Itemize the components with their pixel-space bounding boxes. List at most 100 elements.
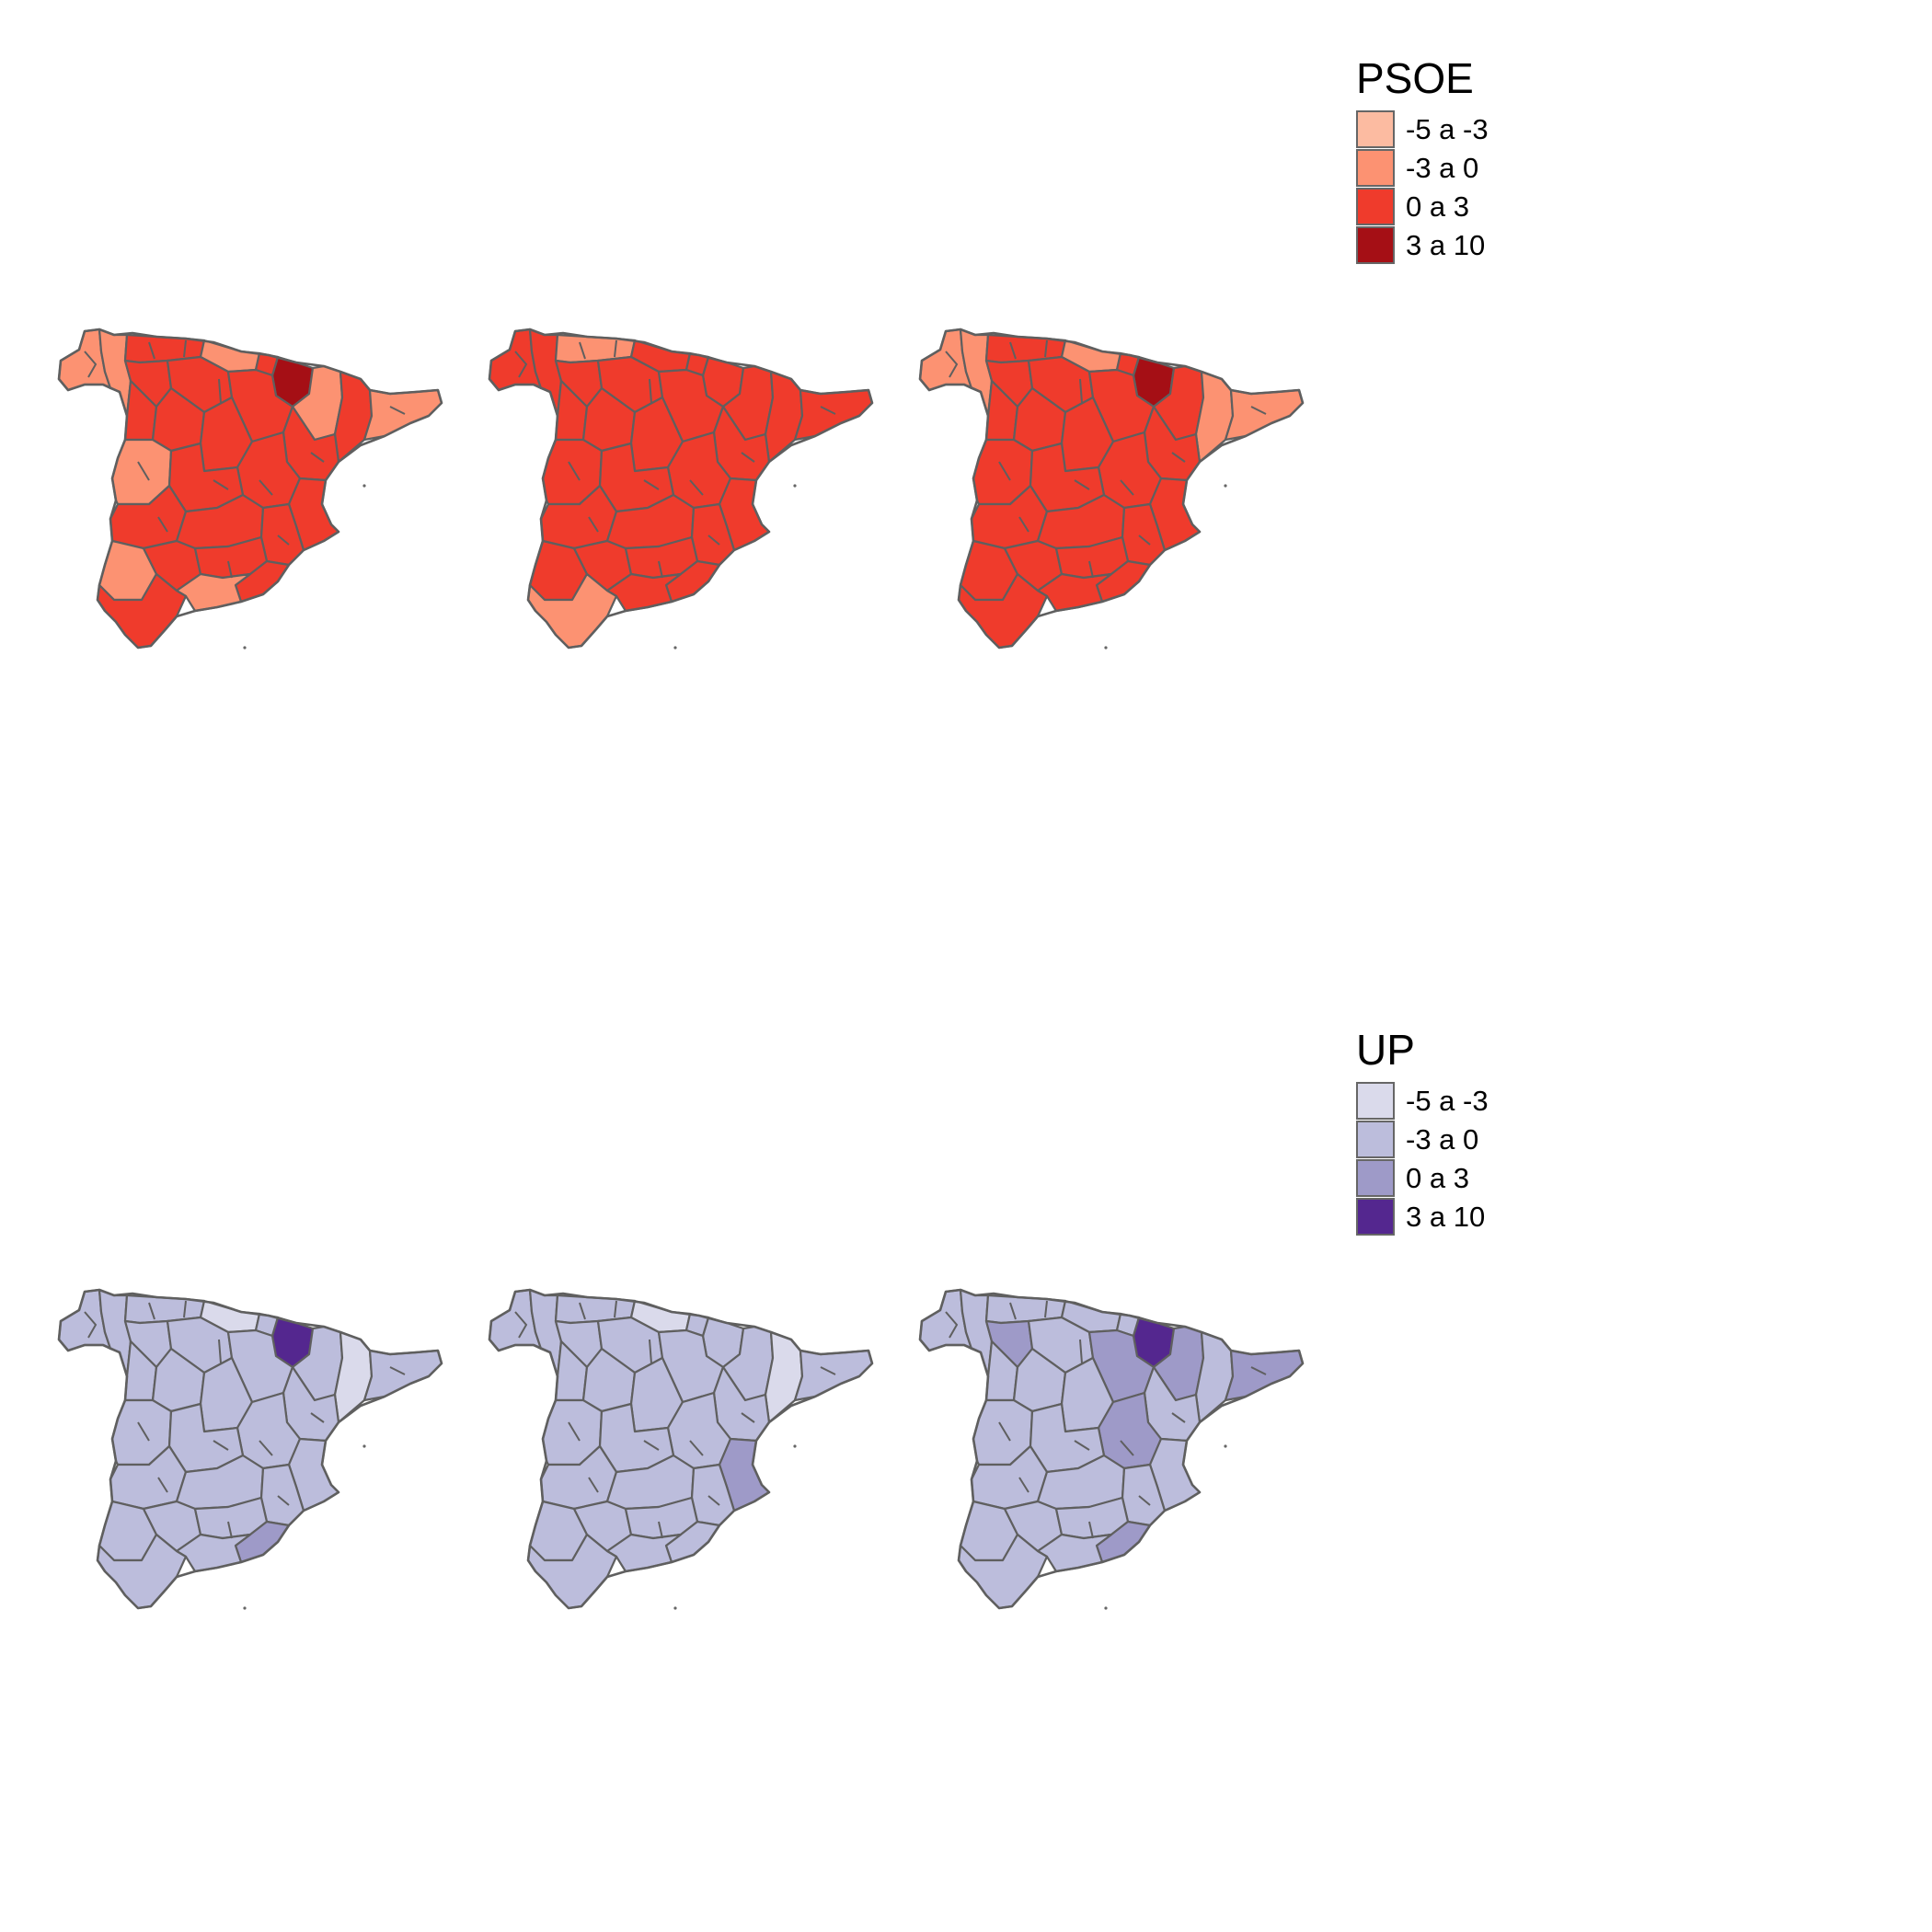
legend-label: 0 a 3	[1406, 1162, 1469, 1194]
legend-up: UP -5 a -3 -3 a 0 0 a 3 3 a 10	[1356, 1029, 1489, 1236]
province-border	[218, 1339, 222, 1364]
province-border	[1074, 1440, 1090, 1451]
province-border	[643, 479, 660, 490]
legend-title: PSOE	[1356, 54, 1474, 102]
province-border	[945, 1311, 959, 1339]
province-border	[1009, 1302, 1017, 1320]
province-border	[1044, 1300, 1048, 1318]
province-border	[137, 461, 150, 481]
map-psoe-1	[57, 328, 443, 650]
province-border	[148, 1302, 155, 1320]
province-border	[1138, 535, 1151, 546]
legend-item: 0 a 3	[1356, 1159, 1489, 1198]
province-border	[1079, 1339, 1083, 1364]
legend-swatch	[1356, 1198, 1395, 1236]
island-dot	[673, 646, 677, 650]
province-border	[998, 1421, 1011, 1442]
province-border	[1250, 1366, 1267, 1375]
legend-item: -3 a 0	[1356, 1121, 1489, 1159]
province-border	[649, 378, 652, 404]
province-border	[1120, 1440, 1134, 1456]
legend-item: 3 a 10	[1356, 226, 1489, 265]
island-dot	[243, 646, 247, 650]
legend-item: 3 a 10	[1356, 1198, 1489, 1236]
province-border	[741, 1412, 755, 1423]
legend-label: 3 a 10	[1406, 1201, 1486, 1233]
province-border	[689, 1440, 704, 1456]
province-border	[1079, 378, 1083, 404]
province-border	[945, 351, 959, 378]
map-up-1	[57, 1288, 443, 1610]
province-border	[998, 461, 1011, 481]
island-dot	[1104, 646, 1108, 650]
province-border	[310, 452, 325, 463]
province-border	[1120, 479, 1134, 496]
province-border	[84, 351, 98, 378]
legend-swatch	[1356, 110, 1395, 148]
province-border	[183, 1300, 187, 1318]
island-dot	[793, 484, 797, 488]
province-border	[1088, 560, 1094, 579]
legend-swatch	[1356, 226, 1395, 264]
legend-swatch	[1356, 1121, 1395, 1158]
province-border	[183, 339, 187, 358]
province-border	[1250, 406, 1267, 415]
legend-item: -5 a -3	[1356, 110, 1489, 149]
province-border	[157, 1477, 168, 1493]
province-border	[514, 351, 528, 378]
province-border	[1009, 341, 1017, 360]
map-psoe-3	[918, 328, 1305, 650]
coastline	[488, 1288, 874, 1610]
legend-label: 0 a 3	[1406, 190, 1469, 223]
legend-title: UP	[1356, 1026, 1415, 1074]
legend-label: -3 a 0	[1406, 1123, 1479, 1156]
coastline	[918, 1288, 1305, 1610]
map-psoe-2	[488, 328, 874, 650]
island-dot	[673, 1606, 677, 1610]
province-border	[1138, 1495, 1151, 1506]
island-dot	[1224, 484, 1227, 488]
province-border	[1171, 452, 1186, 463]
legend-psoe: PSOE -5 a -3 -3 a 0 0 a 3 3 a 10	[1356, 57, 1489, 265]
island-dot	[1104, 1606, 1108, 1610]
province-border	[614, 1300, 617, 1318]
coastline	[57, 328, 443, 650]
province-border	[213, 479, 229, 490]
province-border	[259, 1440, 273, 1456]
province-border	[741, 452, 755, 463]
province-border	[649, 1339, 652, 1364]
province-border	[227, 560, 233, 579]
legend-item: -5 a -3	[1356, 1082, 1489, 1121]
province-border	[588, 1477, 599, 1493]
coastline	[57, 1288, 443, 1610]
legend-swatch	[1356, 188, 1395, 225]
legend-label: 3 a 10	[1406, 229, 1486, 261]
province-border	[277, 535, 290, 546]
province-border	[227, 1521, 233, 1539]
province-border	[1018, 1477, 1029, 1493]
legend-swatch	[1356, 1082, 1395, 1120]
coastline	[918, 328, 1305, 650]
province-border	[658, 560, 663, 579]
province-border	[277, 1495, 290, 1506]
province-border	[1074, 479, 1090, 490]
island-dot	[362, 484, 366, 488]
province-border	[84, 1311, 98, 1339]
province-border	[389, 1366, 406, 1375]
map-up-2	[488, 1288, 874, 1610]
legend-label: -5 a -3	[1406, 113, 1489, 145]
province-border	[579, 341, 586, 360]
province-border	[1044, 339, 1048, 358]
province-border	[218, 378, 222, 404]
province-border	[588, 516, 599, 533]
province-border	[568, 1421, 581, 1442]
island-dot	[243, 1606, 247, 1610]
province-border	[820, 1366, 836, 1375]
legend-swatch	[1356, 1159, 1395, 1197]
legend-label: -3 a 0	[1406, 152, 1479, 184]
island-dot	[362, 1444, 366, 1448]
coastline	[488, 328, 874, 650]
province-border	[568, 461, 581, 481]
province-border	[213, 1440, 229, 1451]
legend-swatch	[1356, 149, 1395, 187]
